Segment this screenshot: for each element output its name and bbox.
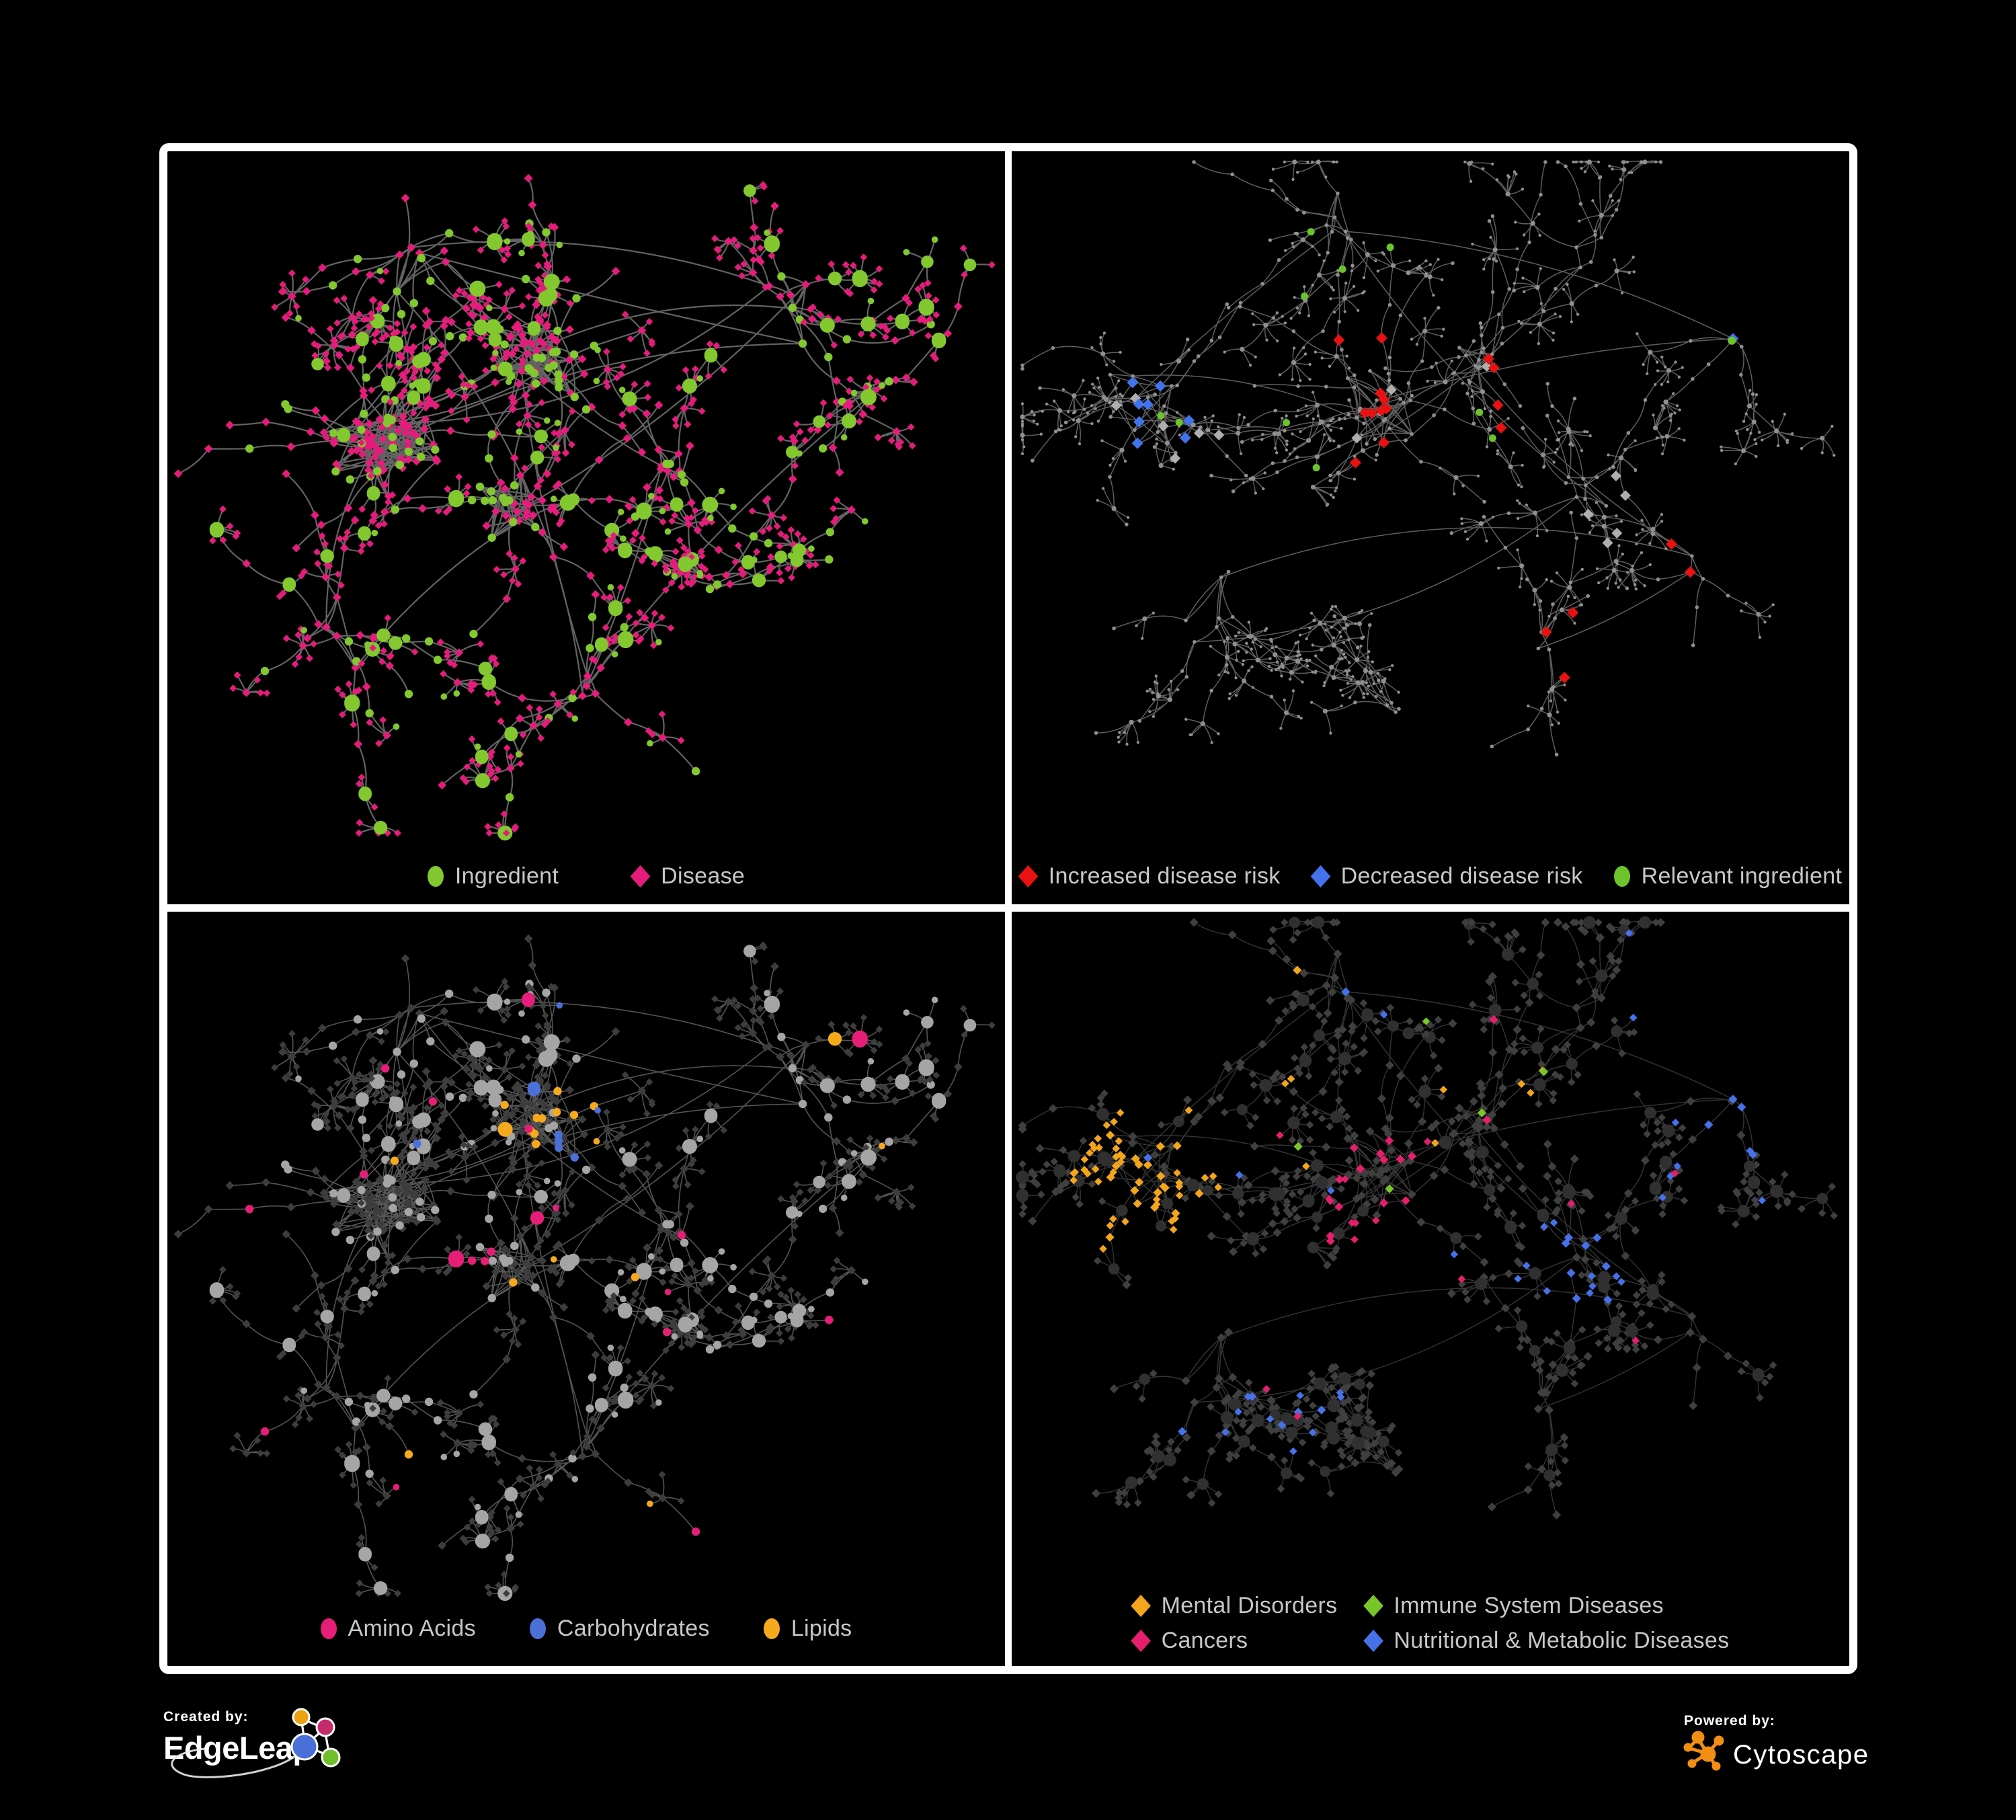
- edgeleap-brand-block: Created by: EdgeLeap: [163, 1708, 341, 1778]
- legend-item-carbohydrates: Carbohydrates: [529, 1616, 710, 1642]
- cytoscape-logo: [1683, 1731, 1724, 1771]
- legend-label: Carbohydrates: [557, 1616, 710, 1641]
- network-canvas-nutrient-classes: [173, 934, 996, 1601]
- legend-label: Amino Acids: [348, 1616, 476, 1641]
- created-by-caption: Created by:: [163, 1709, 249, 1725]
- ingredient-circle-marker: [427, 866, 444, 887]
- legend-item-cancers: Cancers: [1131, 1628, 1248, 1654]
- immune-diseases-diamond-marker: [1363, 1594, 1383, 1618]
- edgeleap-swoosh: [171, 1747, 296, 1778]
- legend-item-immune-diseases: Immune System Diseases: [1363, 1593, 1664, 1619]
- legend-label: Nutritional & Metabolic Diseases: [1394, 1628, 1730, 1653]
- lipids-circle-marker: [763, 1618, 780, 1639]
- nutritional-metabolic-diamond-marker: [1363, 1629, 1383, 1653]
- panel-disease-risk: Increased disease risk Decreased disease…: [1012, 151, 1849, 904]
- legend-label: Cancers: [1161, 1628, 1248, 1653]
- edgeleap-node-magenta: [315, 1717, 335, 1737]
- decreased-risk-diamond-marker: [1310, 865, 1330, 888]
- legend-item-nutritional-metabolic: Nutritional & Metabolic Diseases: [1363, 1628, 1730, 1654]
- cytoscape-brand-block: Powered by: Cytoscape: [1683, 1713, 1869, 1771]
- legend-label: Lipids: [791, 1616, 852, 1641]
- legend-label: Ingredient: [454, 863, 559, 889]
- legend: Increased disease risk Decreased disease…: [1012, 863, 1849, 889]
- edgeleap-node-blue: [290, 1733, 319, 1761]
- edgeleap-node-yellow: [292, 1708, 311, 1727]
- disease-diamond-marker: [630, 865, 651, 888]
- network-canvas-ingredient-disease: [173, 173, 996, 841]
- legend-item-amino-acids: Amino Acids: [320, 1616, 476, 1642]
- network-canvas-disease-risk: [1020, 159, 1836, 757]
- legend-item-increased-risk: Increased disease risk: [1018, 863, 1281, 889]
- panel-disease-classes: Mental Disorders Immune System Diseases …: [1012, 912, 1849, 1666]
- edgeleap-node-green: [321, 1747, 341, 1768]
- legend-label: Mental Disorders: [1161, 1593, 1338, 1618]
- legend-item-relevant-ingredient: Relevant ingredient: [1613, 863, 1843, 889]
- amino-acids-circle-marker: [320, 1618, 337, 1639]
- legend-item-ingredient: Ingredient: [427, 863, 559, 889]
- legend-label: Immune System Diseases: [1394, 1593, 1664, 1618]
- network-canvas-disease-classes: [1016, 916, 1839, 1519]
- legend-item-mental-disorders: Mental Disorders: [1131, 1593, 1338, 1619]
- grid-divider-horizontal: [167, 904, 1849, 912]
- powered-by-caption: Powered by:: [1684, 1713, 1775, 1729]
- mental-disorders-diamond-marker: [1131, 1594, 1151, 1618]
- legend: Mental Disorders Immune System Diseases …: [1131, 1593, 1730, 1654]
- legend-label: Decreased disease risk: [1340, 863, 1583, 889]
- legend-label: Disease: [661, 863, 745, 889]
- cancers-diamond-marker: [1131, 1629, 1151, 1653]
- legend: Amino Acids Carbohydrates Lipids: [167, 1616, 1005, 1642]
- legend-item-decreased-risk: Decreased disease risk: [1310, 863, 1583, 889]
- edgeleap-logo: [171, 1708, 341, 1778]
- relevant-ingredient-circle-marker: [1613, 866, 1630, 887]
- increased-risk-diamond-marker: [1018, 865, 1039, 888]
- quad-panel-frame: Ingredient Disease Increased disease ris…: [159, 143, 1857, 1674]
- legend: Ingredient Disease: [167, 863, 1005, 889]
- carbohydrates-circle-marker: [529, 1618, 546, 1639]
- panel-nutrient-classes: Amino Acids Carbohydrates Lipids: [167, 912, 1005, 1666]
- legend-item-lipids: Lipids: [763, 1616, 852, 1642]
- legend-item-disease: Disease: [630, 863, 745, 889]
- edgeleap-wordmark: EdgeLeap: [163, 1730, 312, 1766]
- legend-label: Increased disease risk: [1048, 863, 1281, 889]
- cytoscape-wordmark: Cytoscape: [1733, 1740, 1869, 1770]
- panel-ingredient-disease: Ingredient Disease: [167, 151, 1005, 904]
- legend-label: Relevant ingredient: [1641, 863, 1843, 889]
